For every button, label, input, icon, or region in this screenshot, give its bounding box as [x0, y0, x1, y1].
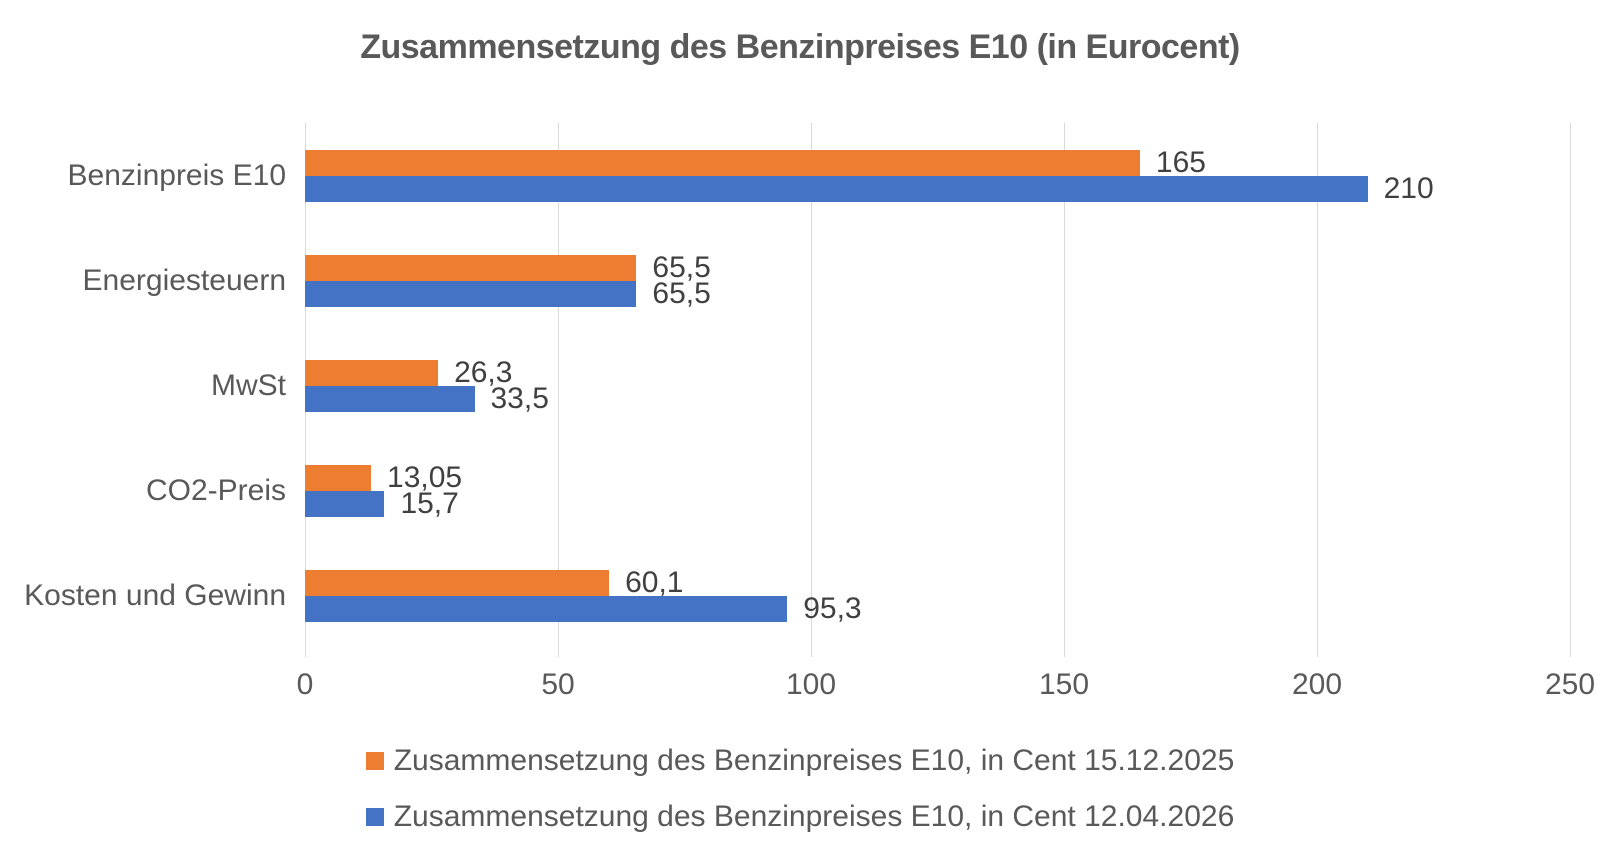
bar-line: 65,5 [305, 276, 1570, 310]
legend-marker-2025-icon [365, 752, 384, 770]
x-tick-label: 100 [785, 668, 837, 701]
legend-marker-2026-icon [365, 808, 384, 826]
bar-line: 95,3 [305, 591, 1570, 625]
category-axis: Benzinpreis E10 Energiesteuern MwSt CO2-Pre… [0, 123, 286, 648]
x-tick-label: 250 [1544, 668, 1596, 701]
bar-value-label: 65,5 [652, 250, 711, 284]
legend-label-2026: Zusammensetzung des Benzinpreises E10, i… [393, 800, 1235, 833]
bar-line: 60,1 [305, 565, 1570, 599]
bar-line: 26,3 [305, 355, 1570, 389]
bar-value-label: 15,7 [400, 486, 459, 520]
gridline [811, 123, 812, 657]
bar-line: 15,7 [305, 486, 1570, 520]
bar-line: 165 [305, 145, 1570, 179]
x-tick-label: 150 [1038, 668, 1090, 701]
bar-value-label: 210 [1383, 171, 1434, 205]
plot-area: 165 210 65,5 65,5 26,3 33,5 13,05 15,7 60,1 95,3 [305, 123, 1571, 657]
category-label: CO2-Preis [145, 473, 286, 507]
legend-item-2026: Zusammensetzung des Benzinpreises E10, i… [365, 800, 1235, 834]
bar-line: 65,5 [305, 250, 1570, 284]
gridline [1064, 123, 1065, 657]
bar-series-2 [305, 490, 385, 517]
legend-item-2025: Zusammensetzung des Benzinpreises E10, i… [365, 744, 1235, 778]
bar-row: 65,5 65,5 [305, 228, 1570, 333]
category-label: Energiesteuern [82, 263, 286, 297]
bar-row: 165 210 [305, 123, 1570, 228]
bar-value-label: 26,3 [454, 355, 513, 389]
x-tick-label: 50 [541, 668, 575, 701]
category-label: Benzinpreis E10 [67, 158, 286, 192]
bar-series-2 [305, 175, 1368, 202]
bar-row: 26,3 33,5 [305, 333, 1570, 438]
bar-line: 33,5 [305, 381, 1570, 415]
bar-value-label: 165 [1155, 145, 1206, 179]
gridline [1570, 123, 1571, 657]
legend: Zusammensetzung des Benzinpreises E10, i… [0, 744, 1600, 834]
category-label: Kosten und Gewinn [24, 578, 286, 612]
bar-series-2 [305, 595, 788, 622]
bar-series-2 [305, 385, 475, 412]
chart-title: Zusammensetzung des Benzinpreises E10 (i… [360, 28, 1240, 66]
bar-series-1 [305, 464, 372, 491]
x-tick-label: 200 [1291, 668, 1343, 701]
bar-value-label: 95,3 [803, 591, 862, 625]
bar-series-2 [305, 280, 637, 307]
bar-value-label: 65,5 [652, 276, 711, 310]
bar-series-1 [305, 149, 1140, 176]
bar-row: 60,1 95,3 [305, 543, 1570, 648]
bar-line: 210 [305, 171, 1570, 205]
x-tick-label: 0 [296, 668, 314, 701]
bar-value-label: 60,1 [625, 565, 684, 599]
category-label: MwSt [211, 368, 286, 402]
bar-series-1 [305, 569, 610, 596]
gridline [1317, 123, 1318, 657]
bar-series-1 [305, 254, 637, 281]
bar-row: 13,05 15,7 [305, 438, 1570, 543]
value-axis: 0 50 100 150 200 250 [297, 668, 1595, 708]
bar-line: 13,05 [305, 460, 1570, 494]
bar-value-label: 13,05 [387, 460, 463, 494]
bar-value-label: 33,5 [490, 381, 549, 415]
legend-label-2025: Zusammensetzung des Benzinpreises E10, i… [393, 744, 1235, 777]
bar-series-1 [305, 359, 439, 386]
gridline [558, 123, 559, 657]
